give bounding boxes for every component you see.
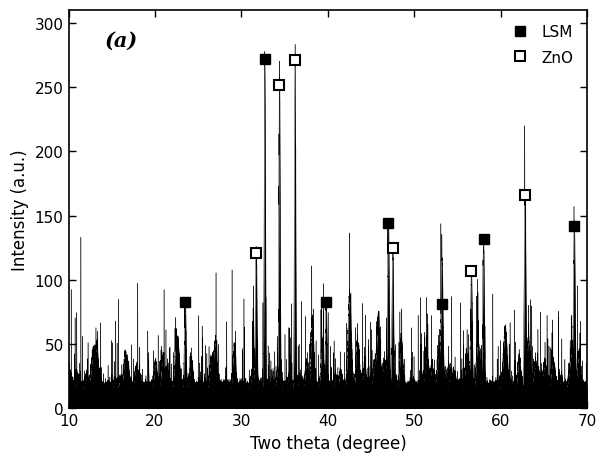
X-axis label: Two theta (degree): Two theta (degree)	[249, 434, 406, 452]
Text: (a): (a)	[105, 31, 138, 51]
Y-axis label: Intensity (a.u.): Intensity (a.u.)	[11, 149, 29, 270]
Legend: LSM, ZnO: LSM, ZnO	[499, 19, 579, 71]
